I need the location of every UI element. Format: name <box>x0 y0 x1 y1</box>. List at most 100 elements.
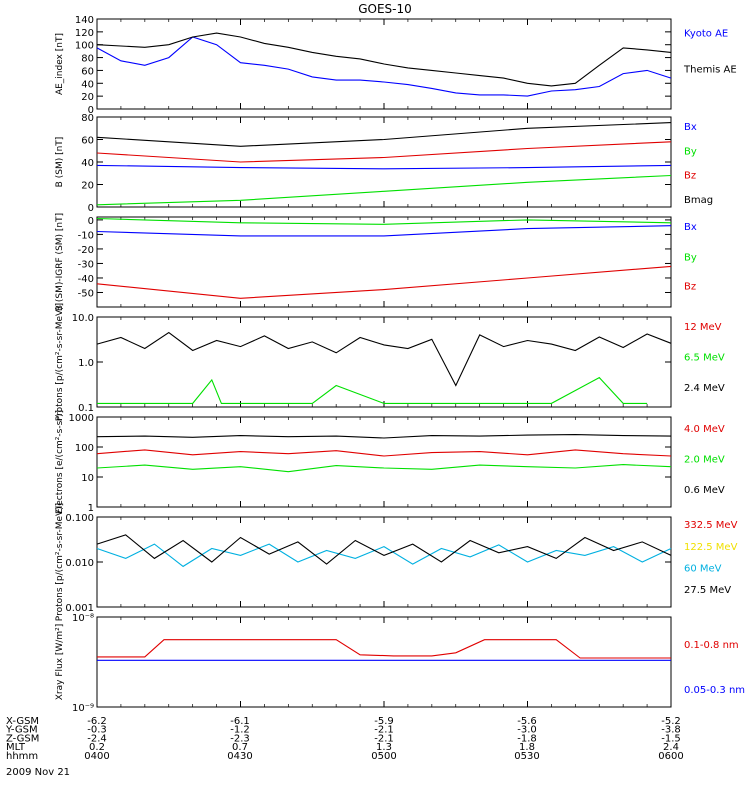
series-line-blue <box>96 36 672 97</box>
date-label: 2009 Nov 21 <box>6 767 70 778</box>
panel-4: 1 10 100 1000 Electrons [e/(cm²-s-sr)] 4.0 Me… <box>55 410 725 514</box>
orbit-row-label: X-GSM <box>6 716 39 727</box>
orbit-value: -5.6 <box>517 716 537 727</box>
legend-label: 0.6 MeV <box>684 485 725 496</box>
orbit-value: -3.8 <box>661 725 681 736</box>
series-line-cyan <box>96 543 672 568</box>
y-axis-label: AE_index [nT] <box>55 33 65 95</box>
y-tick-label: 40 <box>81 79 94 90</box>
orbit-value: 0430 <box>227 751 252 762</box>
legend-label: Bz <box>684 281 696 292</box>
chart-title: GOES-10 <box>358 2 412 16</box>
series-line-black <box>96 122 672 147</box>
y-tick-label: 0 <box>88 203 94 214</box>
y-tick-label: 0.100 <box>65 513 94 524</box>
y-tick-label: -20 <box>78 245 94 256</box>
orbit-value: -3.0 <box>517 725 537 736</box>
series-line-red <box>96 265 672 299</box>
orbit-value: -6.1 <box>230 716 250 727</box>
y-tick-label: 40 <box>81 158 94 169</box>
panel-frame <box>96 116 672 208</box>
panel-frame <box>96 316 672 408</box>
orbit-value: -0.3 <box>87 725 107 736</box>
orbit-row-label: MLT <box>6 742 26 753</box>
series-line-red <box>96 141 672 163</box>
legend-label: 0.1-0.8 nm <box>684 640 739 651</box>
y-axis-label: Electrons [e/(cm²-s-sr)] <box>55 410 65 514</box>
series-line-black <box>96 32 672 87</box>
panel-2: 0 -10 -20 -30 -40 -50 B (SM)-IGRF (SM) [nT] Bx B… <box>55 213 697 311</box>
legend-label: 2.0 MeV <box>684 454 725 465</box>
y-tick-label: 10⁻⁸ <box>72 613 94 624</box>
panel-frame <box>96 416 672 508</box>
legend-label: 122.5 MeV <box>684 542 738 553</box>
orbit-value: 0400 <box>84 751 109 762</box>
orbit-table: X-GSM -6.2 -6.1 -5.9 -5.6 -5.2Y-GSM -0.3 -1.2 -2… <box>5 716 684 762</box>
y-tick-label: 100 <box>75 443 94 454</box>
orbit-row-label: Z-GSM <box>6 733 39 744</box>
panel-3: 0.1 1.0 10.0 Protons [p/(cm²-s-sr-MeV)] 12 M… <box>55 303 725 421</box>
y-tick-label: 20 <box>81 92 94 103</box>
series-line-red <box>96 449 672 457</box>
orbit-row-label: hhmm <box>6 751 38 762</box>
legend-label: 0.05-0.3 nm <box>684 685 745 696</box>
orbit-value: -5.9 <box>374 716 394 727</box>
orbit-value: -2.1 <box>374 733 394 744</box>
legend-label: Kyoto AE <box>684 29 728 40</box>
series-line-green <box>96 217 672 225</box>
legend-label: Themis AE <box>683 65 737 76</box>
y-tick-label: 10⁻⁹ <box>72 703 94 714</box>
y-axis-label: B (SM)-IGRF (SM) [nT] <box>55 213 65 311</box>
series-line-red <box>97 639 671 659</box>
y-tick-label: 1.0 <box>78 358 94 369</box>
y-tick-label: 80 <box>81 113 94 124</box>
legend-label: 332.5 MeV <box>684 520 738 531</box>
orbit-value: -2.3 <box>230 733 250 744</box>
legend-label: Bmag <box>684 195 713 206</box>
panel-frame <box>96 516 672 608</box>
y-tick-label: -40 <box>78 274 94 285</box>
y-axis-label: Protons [p/(cm²-s-sr-MeV)] <box>55 303 65 421</box>
panel-frame <box>96 216 672 308</box>
y-tick-label: -10 <box>78 230 94 241</box>
panel-1: 0 20 40 60 80 B (SM) [nT] Bx By Bz Bmag <box>55 113 713 214</box>
series-line-green <box>96 464 672 473</box>
legend-label: By <box>684 146 697 157</box>
series-line-blue <box>96 225 672 237</box>
series-line-black <box>96 534 672 565</box>
legend-label: 60 MeV <box>684 563 722 574</box>
y-tick-label: 1000 <box>69 413 94 424</box>
y-tick-label: 0 <box>88 105 94 116</box>
y-tick-label: 0.010 <box>65 558 94 569</box>
y-tick-label: -30 <box>78 259 94 270</box>
y-tick-label: 80 <box>81 54 94 65</box>
legend-label: 12 MeV <box>684 322 722 333</box>
orbit-value: 0600 <box>658 751 683 762</box>
y-tick-label: 20 <box>81 181 94 192</box>
y-tick-label: 120 <box>75 28 94 39</box>
y-tick-label: 140 <box>75 15 94 26</box>
orbit-value: -1.5 <box>661 733 681 744</box>
y-tick-label: 60 <box>81 136 94 147</box>
y-tick-label: 100 <box>75 41 94 52</box>
y-tick-label: 10 <box>81 473 94 484</box>
y-tick-label: 60 <box>81 66 94 77</box>
series-line-green <box>97 376 648 404</box>
series-line-green <box>96 174 672 206</box>
y-tick-label: 1 <box>88 503 94 514</box>
orbit-value: 0530 <box>514 751 539 762</box>
legend-label: Bx <box>684 122 697 133</box>
legend-label: Bz <box>684 171 696 182</box>
series-line-black <box>96 434 672 439</box>
orbit-value: -5.2 <box>661 716 681 727</box>
orbit-value: 1.8 <box>519 742 535 753</box>
y-tick-label: 0 <box>88 216 94 227</box>
orbit-value: 0.2 <box>89 742 105 753</box>
series-line-black <box>96 331 672 387</box>
orbit-value: 2.4 <box>663 742 679 753</box>
series-line-blue <box>96 164 672 170</box>
